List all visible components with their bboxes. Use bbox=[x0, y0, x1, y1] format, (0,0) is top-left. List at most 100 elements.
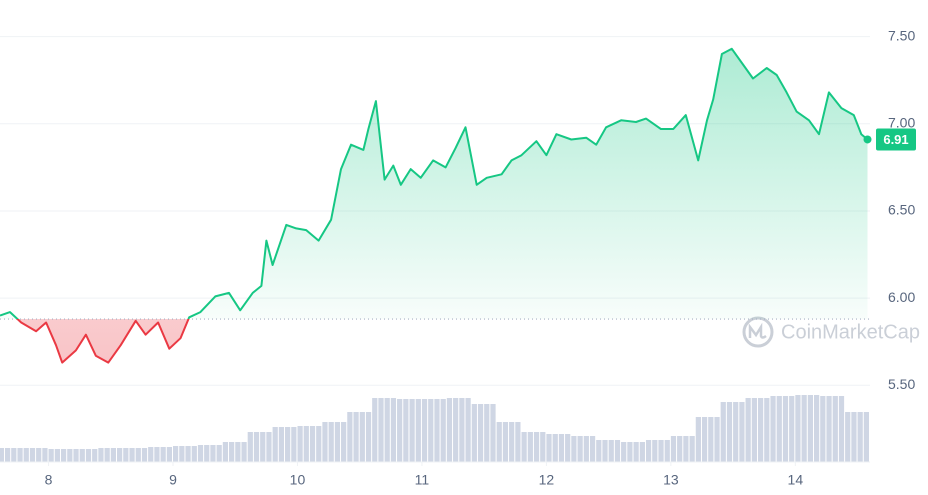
area-up bbox=[0, 48, 868, 320]
volume-bar bbox=[390, 398, 397, 462]
volume-bar bbox=[515, 422, 521, 462]
volume-bar bbox=[440, 399, 446, 462]
volume-bar bbox=[571, 436, 577, 462]
volume-bar bbox=[73, 449, 79, 462]
volume-bar bbox=[677, 436, 683, 462]
volume-bar bbox=[527, 432, 533, 462]
volume-bar bbox=[303, 426, 309, 462]
volume-bar bbox=[471, 404, 477, 462]
volume-bar bbox=[160, 447, 166, 462]
volume-bar bbox=[801, 395, 807, 462]
volume-bar bbox=[577, 436, 583, 462]
volume-bar bbox=[341, 422, 347, 462]
volume-bar bbox=[434, 399, 440, 462]
volume-bar bbox=[266, 432, 272, 462]
y-tick-label: 6.50 bbox=[888, 202, 915, 218]
volume-bar bbox=[627, 442, 633, 462]
volume-bar bbox=[229, 442, 235, 462]
volume-bar bbox=[695, 417, 701, 462]
volume-bar bbox=[378, 398, 384, 462]
y-tick-label: 7.00 bbox=[888, 114, 915, 130]
volume-bar bbox=[235, 442, 241, 462]
volume-bar bbox=[795, 395, 801, 462]
volume-bar bbox=[776, 396, 782, 462]
x-tick-label: 8 bbox=[45, 472, 53, 488]
watermark-logo-mark bbox=[748, 322, 767, 339]
volume-bar bbox=[116, 448, 123, 462]
volume-bar bbox=[347, 412, 353, 462]
x-tick-label: 9 bbox=[169, 472, 177, 488]
volume-bar bbox=[384, 398, 390, 462]
volume-bar bbox=[565, 434, 571, 462]
x-tick-label: 11 bbox=[415, 472, 430, 488]
volume-bar bbox=[789, 396, 795, 462]
volume-bar bbox=[173, 446, 179, 462]
volume-bar bbox=[689, 436, 695, 462]
volume-bar bbox=[141, 448, 148, 462]
volume-bar bbox=[4, 448, 11, 462]
volume-bar bbox=[85, 449, 92, 462]
last-point bbox=[863, 135, 872, 144]
volume-bar bbox=[260, 432, 266, 462]
volume-bar bbox=[726, 402, 733, 462]
volume-bar bbox=[589, 436, 596, 462]
volume-bar bbox=[540, 432, 546, 462]
volume-bar bbox=[54, 449, 60, 462]
area-down bbox=[0, 319, 868, 363]
volume-bar bbox=[614, 440, 621, 462]
volume-bar bbox=[496, 422, 502, 462]
volume-bar bbox=[79, 449, 85, 462]
volume-bar bbox=[453, 398, 459, 462]
volume-bar bbox=[670, 436, 677, 462]
volume-bar bbox=[832, 396, 838, 462]
volume-bar bbox=[621, 442, 627, 462]
volume-bar bbox=[770, 396, 776, 462]
volume-bar bbox=[502, 422, 509, 462]
volume-bar bbox=[421, 399, 428, 462]
volume-bar bbox=[608, 440, 614, 462]
volume-bar bbox=[490, 404, 496, 462]
volume-bar bbox=[602, 440, 608, 462]
volume-bar bbox=[204, 445, 210, 462]
volume-bar bbox=[322, 422, 328, 462]
volume-bar bbox=[98, 448, 104, 462]
volume-bars bbox=[0, 395, 869, 462]
volume-bar bbox=[845, 412, 851, 462]
volume-bar bbox=[222, 442, 229, 462]
volume-bar bbox=[533, 432, 540, 462]
volume-bar bbox=[739, 402, 745, 462]
volume-bar bbox=[334, 422, 341, 462]
volume-bar bbox=[701, 417, 708, 462]
volume-bar bbox=[278, 427, 285, 462]
volume-bar bbox=[0, 448, 4, 462]
plot bbox=[0, 47, 872, 364]
volume-bar bbox=[664, 440, 670, 462]
volume-bar bbox=[67, 449, 73, 462]
volume-bar bbox=[509, 422, 515, 462]
volume-bar bbox=[403, 399, 409, 462]
volume-bar bbox=[484, 404, 490, 462]
volume-bar bbox=[465, 398, 471, 462]
volume-bar bbox=[820, 396, 826, 462]
volume-bar bbox=[658, 440, 664, 462]
volume-bar bbox=[552, 434, 558, 462]
x-tick-label: 12 bbox=[539, 472, 555, 488]
volume-bar bbox=[459, 398, 465, 462]
volume-bar bbox=[733, 402, 739, 462]
volume-bar bbox=[129, 448, 135, 462]
watermark-text: CoinMarketCap bbox=[781, 321, 920, 343]
volume-bar bbox=[745, 398, 751, 462]
volume-bar bbox=[11, 448, 17, 462]
volume-bar bbox=[863, 412, 869, 462]
volume-bar bbox=[782, 396, 789, 462]
volume-bar bbox=[309, 426, 316, 462]
volume-bar bbox=[272, 427, 278, 462]
volume-bar bbox=[596, 440, 602, 462]
x-tick-label: 14 bbox=[788, 472, 804, 488]
volume-bar bbox=[148, 447, 154, 462]
y-tick-label: 6.00 bbox=[888, 289, 915, 305]
volume-bar bbox=[764, 398, 770, 462]
volume-bar bbox=[42, 448, 48, 462]
price-line-down bbox=[16, 319, 190, 364]
